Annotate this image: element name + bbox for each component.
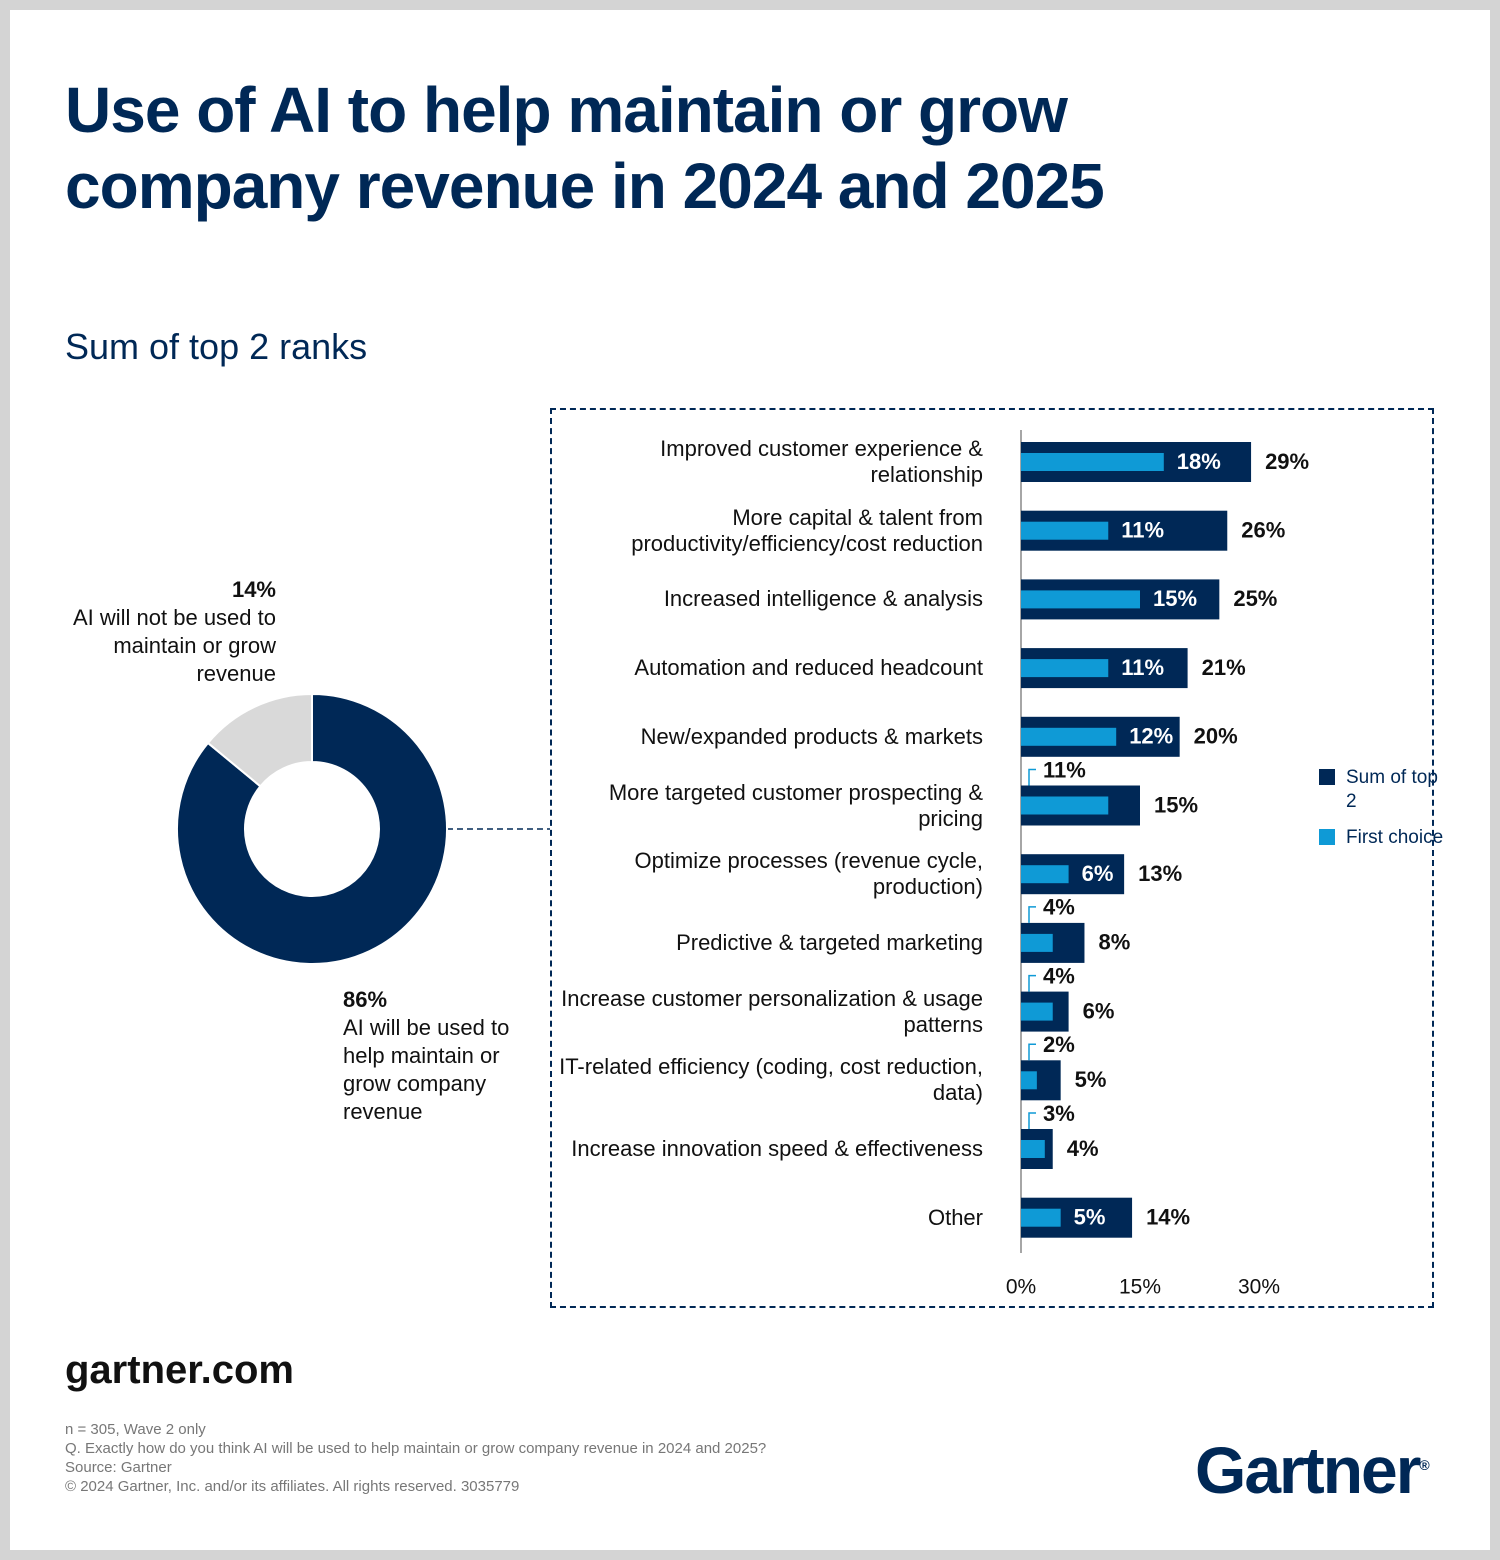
value-label: 3% <box>1043 1101 1075 1126</box>
note: n = 305, Wave 2 only <box>65 1421 206 1438</box>
value-label: 6% <box>1082 861 1114 886</box>
chart-frame <box>550 408 1434 1308</box>
legend-swatch <box>1319 769 1335 785</box>
label-connector <box>1028 974 1036 992</box>
value-label: 5% <box>1074 1205 1106 1230</box>
category-label: Increase innovation speed & effectivenes… <box>571 1136 983 1161</box>
slice-label: AI will not be used to maintain or grow … <box>72 605 276 686</box>
value-label: 11% <box>1121 655 1164 680</box>
legend-label: Sum of top 2 <box>1346 767 1438 812</box>
value-label: 20% <box>1194 724 1238 749</box>
value-label: 14% <box>231 577 276 602</box>
subtitle: Sum of top 2 ranks <box>65 326 368 367</box>
note: Source: Gartner <box>65 1459 172 1476</box>
bar-first <box>1021 521 1109 540</box>
category-label: Increase customer personalization & usag… <box>561 985 983 1037</box>
value-label: 8% <box>1098 930 1130 955</box>
value-label: 11% <box>1121 518 1164 543</box>
value-label: 6% <box>1083 998 1115 1023</box>
category-label: More targeted customer prospecting & pri… <box>608 779 983 831</box>
value-label: 4% <box>1043 895 1075 920</box>
x-tick-label: 15% <box>1119 1276 1161 1299</box>
value-label: 15% <box>1154 792 1198 817</box>
note: © 2024 Gartner, Inc. and/or its affiliat… <box>65 1478 520 1495</box>
bar-first <box>1021 727 1117 746</box>
category-label: More capital & talent from productivity/… <box>631 504 983 556</box>
title: Use of AI to help maintain or grow compa… <box>65 74 1105 222</box>
logo: Gartner® <box>1195 1432 1430 1508</box>
donut-label: 86% AI will be used to help maintain or g… <box>343 986 543 1126</box>
bar-first <box>1021 933 1053 952</box>
label-connector <box>1028 1043 1036 1061</box>
slice-label: AI will be used to help maintain or grow… <box>343 1015 510 1124</box>
bar-first <box>1021 796 1109 815</box>
bar-first <box>1021 1071 1037 1090</box>
logo-text: Gartner <box>1195 1433 1421 1507</box>
donut-label: 14% AI will not be used to maintain or gr… <box>46 576 276 688</box>
label-connector <box>1028 906 1036 923</box>
label-connector <box>1028 1112 1036 1129</box>
x-tick-label: 0% <box>1006 1276 1036 1299</box>
value-label: 26% <box>1241 518 1285 543</box>
category-label: Improved customer experience & relations… <box>660 436 983 487</box>
category-label: Optimize processes (revenue cycle, produ… <box>634 848 983 900</box>
value-label: 18% <box>1177 449 1221 474</box>
notes: n = 305, Wave 2 only Q. Exactly how do yo… <box>65 1420 766 1496</box>
category-label: Other <box>927 1204 983 1230</box>
bar-first <box>1021 1002 1053 1021</box>
value-label: 25% <box>1233 586 1277 611</box>
bar-first <box>1021 590 1140 609</box>
bar-first <box>1021 659 1109 678</box>
value-label: 15% <box>1153 586 1197 611</box>
category-label: New/expanded products & markets <box>640 723 983 749</box>
category-label: Predictive & targeted marketing <box>676 929 983 955</box>
value-label: 29% <box>1265 449 1309 474</box>
value-label: 21% <box>1202 655 1246 680</box>
category-label: IT-related efficiency (coding, cost redu… <box>559 1054 983 1106</box>
donut-slice <box>176 692 448 965</box>
donut-slice <box>206 692 313 788</box>
bar-first <box>1021 453 1164 471</box>
category-label: Increased intelligence & analysis <box>663 586 983 612</box>
bar-first <box>1021 865 1069 884</box>
value-label: 14% <box>1146 1205 1190 1230</box>
value-label: 86% <box>343 987 388 1012</box>
site: gartner.com <box>65 1348 294 1392</box>
legend-label: First choice <box>1346 827 1444 848</box>
note: Q. Exactly how do you think AI will be u… <box>65 1440 767 1457</box>
category-label: Automation and reduced headcount <box>634 655 983 681</box>
x-tick-label: 30% <box>1238 1276 1280 1299</box>
legend-swatch <box>1319 829 1335 845</box>
bar-first <box>1021 1140 1045 1158</box>
value-label: 11% <box>1043 757 1086 782</box>
value-label: 4% <box>1067 1136 1099 1161</box>
value-label: 5% <box>1075 1067 1107 1092</box>
logo-mark: ® <box>1419 1457 1430 1473</box>
label-connector <box>1028 768 1036 786</box>
value-label: 13% <box>1138 861 1182 886</box>
bar-first <box>1021 1208 1061 1227</box>
value-label: 4% <box>1043 963 1075 988</box>
value-label: 12% <box>1129 724 1173 749</box>
value-label: 2% <box>1043 1032 1075 1057</box>
